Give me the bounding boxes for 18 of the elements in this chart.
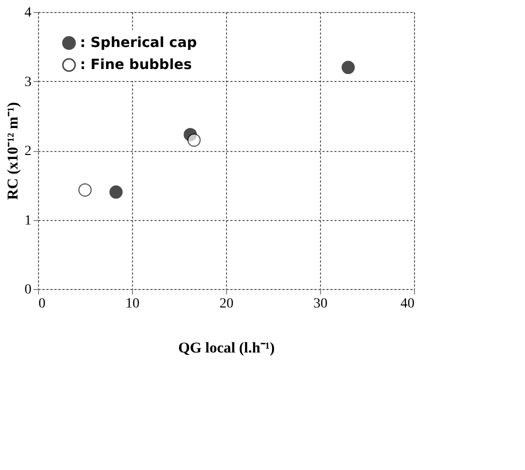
legend-label: : Spherical cap bbox=[80, 35, 197, 51]
point bbox=[78, 183, 92, 197]
y-tick-label: 3 bbox=[24, 74, 32, 90]
x-tick-label: 30 bbox=[314, 296, 328, 312]
x-tick-label: 10 bbox=[126, 296, 140, 312]
x-axis-title: QG local (l.h⁻¹) bbox=[178, 340, 275, 356]
y-tick-label: 4 bbox=[24, 6, 32, 20]
y-tick-label: 2 bbox=[24, 144, 32, 159]
point bbox=[109, 185, 123, 199]
x-tick-label: 40 bbox=[400, 296, 414, 312]
x-tick-label: 0 bbox=[38, 296, 46, 312]
y-tick-label: 0 bbox=[24, 282, 32, 298]
legend-label: : Fine bubbles bbox=[80, 57, 192, 73]
point bbox=[187, 134, 201, 147]
point bbox=[342, 60, 355, 74]
y-tick-label: 1 bbox=[24, 213, 32, 228]
y-axis-title: RC (x10⁻¹² m⁻¹) bbox=[6, 102, 22, 200]
x-tick-label: 20 bbox=[220, 296, 234, 312]
